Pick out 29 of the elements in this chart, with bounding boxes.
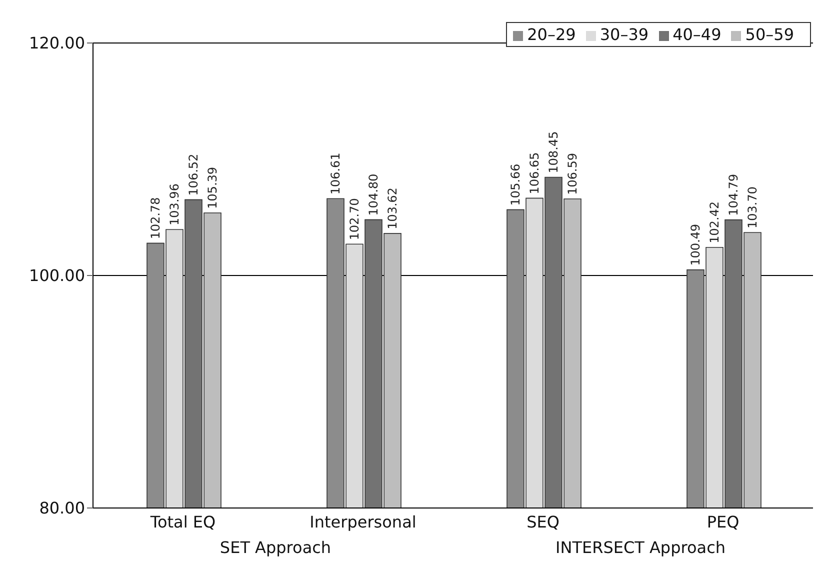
legend-label: 30–39 xyxy=(600,25,649,44)
y-tick-label: 100.00 xyxy=(29,266,85,286)
data-label: 106.59 xyxy=(566,152,580,195)
data-label: 102.78 xyxy=(148,197,162,240)
data-label: 103.70 xyxy=(746,186,760,228)
y-tick-label: 80.00 xyxy=(39,498,85,518)
data-label: 106.65 xyxy=(528,152,542,194)
legend-label: 40–49 xyxy=(672,25,722,44)
data-label: 105.66 xyxy=(508,164,522,206)
text: INTERSECT Approach xyxy=(554,538,726,557)
data-label: 100.49 xyxy=(688,224,702,266)
x-tick-label: SEQ xyxy=(526,512,560,532)
data-label: 106.61 xyxy=(328,152,342,195)
data-label: 108.45 xyxy=(546,131,560,174)
x-tick-label: Total EQ xyxy=(149,512,216,532)
data-label: 103.62 xyxy=(386,187,400,230)
data-label: 103.96 xyxy=(168,183,182,226)
x-tick-label: Interpersonal xyxy=(310,512,416,532)
y-tick-label: 120.00 xyxy=(29,34,85,53)
data-label: 105.39 xyxy=(206,166,220,209)
x-tick-label: PEQ xyxy=(706,512,740,532)
legend-label: 20–29 xyxy=(527,25,576,44)
data-label: 106.52 xyxy=(186,154,200,196)
data-label: 104.80 xyxy=(366,174,380,216)
data-label: 102.70 xyxy=(348,198,362,240)
data-label: 102.42 xyxy=(708,201,722,244)
legend-label: 50–59 xyxy=(745,25,794,44)
text: SET Approach xyxy=(218,538,332,557)
data-label: 104.79 xyxy=(726,174,740,216)
